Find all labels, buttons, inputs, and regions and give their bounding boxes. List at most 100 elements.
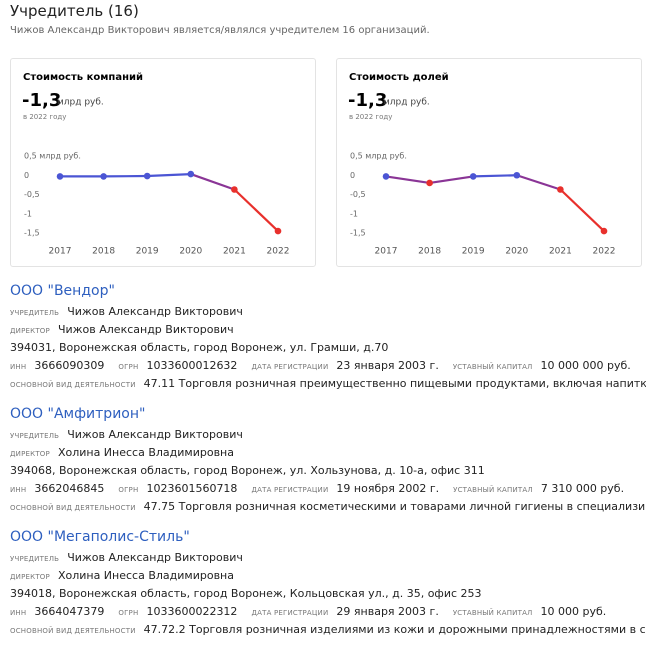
company-name[interactable]: ООО "Амфитрион"	[10, 406, 146, 422]
info-row: директор Холина Инесса Владимировна	[10, 567, 646, 585]
info-row: директор Холина Инесса Владимировна	[10, 444, 646, 462]
field-value: 1033600022312	[146, 605, 238, 618]
field-label: основной вид деятельности	[10, 381, 136, 389]
field-value: Холина Инесса Владимировна	[57, 569, 234, 582]
data-point	[143, 172, 151, 180]
field-value: 29 января 2003 г.	[336, 605, 439, 618]
info-row: 394068, Воронежская область, город Ворон…	[10, 462, 646, 480]
field-value: 3664047379	[34, 605, 105, 618]
field-value: Чижов Александр Викторович	[67, 305, 243, 318]
y-tick-label: -0,5	[350, 190, 366, 199]
x-tick-label: 2018	[92, 247, 115, 257]
field-value: 23 января 2003 г.	[336, 359, 439, 372]
field-label: огрн	[118, 609, 139, 617]
field-value: Чижов Александр Викторович	[67, 428, 243, 441]
field-label: дата регистрации	[251, 609, 329, 617]
info-row: инн 3662046845 огрн 1023601560718 дата регис…	[10, 480, 646, 498]
company: ООО "Вендор" учредитель Чижов Александр Ви…	[10, 283, 646, 393]
chart-card: Стоимость долей -1,3 млрд руб. в 2022 году 0…	[336, 58, 642, 267]
line-segment	[559, 188, 605, 232]
field-value: 47.11 Торговля розничная преимущественно…	[143, 377, 646, 390]
field-value: 47.72.2 Торговля розничная изделиями из …	[143, 623, 646, 636]
info-row: основной вид деятельности 47.11 Торговля …	[10, 375, 646, 393]
y-tick-label: 0	[350, 171, 355, 180]
x-tick-label: 2021	[549, 247, 572, 257]
chart-title: Стоимость компаний	[23, 72, 143, 83]
headline-unit: млрд руб.	[57, 98, 104, 108]
field-label: учредитель	[10, 555, 60, 563]
data-point	[231, 186, 238, 193]
field-label: инн	[10, 363, 27, 371]
field-label: инн	[10, 486, 27, 494]
y-tick-label: 0,5 млрд руб.	[24, 152, 81, 161]
page-subtitle: Чижов Александр Викторович является/явля…	[10, 25, 430, 36]
field-label: уставный капитал	[453, 486, 533, 494]
field-value: 3666090309	[34, 359, 105, 372]
info-row: 394018, Воронежская область, город Ворон…	[10, 585, 646, 603]
y-tick-label: 0	[24, 171, 29, 180]
line-segment	[385, 175, 430, 185]
field-label: директор	[10, 327, 50, 335]
company-name[interactable]: ООО "Вендор"	[10, 283, 115, 299]
field-label: уставный капитал	[452, 609, 533, 617]
headline-period: в 2022 году	[349, 113, 392, 121]
x-tick-label: 2019	[462, 247, 485, 257]
page-title: Учредитель (16)	[10, 2, 139, 20]
field-label: огрн	[118, 486, 139, 494]
headline-value: -1,3	[22, 90, 61, 111]
field-value: 10 000 000 руб.	[540, 359, 631, 372]
data-point	[600, 227, 608, 235]
field-label: основной вид деятельности	[10, 627, 136, 635]
field-value: 394068, Воронежская область, город Ворон…	[10, 464, 485, 477]
field-label: инн	[10, 609, 27, 617]
info-row: учредитель Чижов Александр Викторович	[10, 549, 646, 567]
field-value: 394018, Воронежская область, город Ворон…	[10, 587, 482, 600]
company-name[interactable]: ООО "Мегаполис-Стиль"	[10, 529, 190, 545]
line-segment	[147, 172, 191, 178]
line-segment	[233, 188, 279, 232]
field-value: 3662046845	[34, 482, 105, 495]
info-row: директор Чижов Александр Викторович	[10, 321, 646, 339]
y-tick-label: -0,5	[24, 190, 40, 199]
field-label: директор	[10, 573, 50, 581]
line-segment	[429, 175, 474, 185]
company: ООО "Мегаполис-Стиль" учредитель Чижов Але…	[10, 529, 646, 639]
data-point	[56, 173, 64, 180]
field-label: учредитель	[10, 432, 60, 440]
line-segment	[190, 173, 235, 191]
data-point	[382, 173, 390, 180]
field-value: 394031, Воронежская область, город Ворон…	[10, 341, 389, 354]
field-value: 1023601560718	[146, 482, 238, 495]
x-tick-label: 2022	[593, 247, 616, 257]
x-tick-label: 2021	[223, 247, 246, 257]
line-segment	[473, 174, 517, 178]
field-value: 10 000 руб.	[540, 605, 607, 618]
x-tick-label: 2017	[375, 247, 398, 257]
field-value: 47.75 Торговля розничная косметическими …	[143, 500, 646, 513]
y-tick-label: -1	[350, 209, 358, 218]
field-value: 7 310 000 руб.	[540, 482, 625, 495]
field-value: Чижов Александр Викторович	[67, 551, 243, 564]
x-tick-label: 2022	[267, 247, 290, 257]
field-value: Холина Инесса Владимировна	[57, 446, 234, 459]
info-row: учредитель Чижов Александр Викторович	[10, 303, 646, 321]
y-tick-label: 0,5 млрд руб.	[350, 152, 407, 161]
field-label: основной вид деятельности	[10, 504, 136, 512]
field-label: дата регистрации	[251, 486, 329, 494]
field-value: 19 ноября 2002 г.	[336, 482, 440, 495]
field-value: Чижов Александр Викторович	[57, 323, 234, 336]
field-label: уставный капитал	[452, 363, 533, 371]
company: ООО "Амфитрион" учредитель Чижов Александр…	[10, 406, 646, 516]
field-label: учредитель	[10, 309, 60, 317]
x-tick-label: 2018	[418, 247, 441, 257]
info-row: 394031, Воронежская область, город Ворон…	[10, 339, 646, 357]
field-value: 1033600012632	[146, 359, 238, 372]
field-label: огрн	[118, 363, 139, 371]
headline-unit: млрд руб.	[383, 98, 430, 108]
line-segment	[516, 174, 561, 191]
field-label: директор	[10, 450, 50, 458]
info-row: основной вид деятельности 47.72.2 Торговл…	[10, 621, 646, 639]
